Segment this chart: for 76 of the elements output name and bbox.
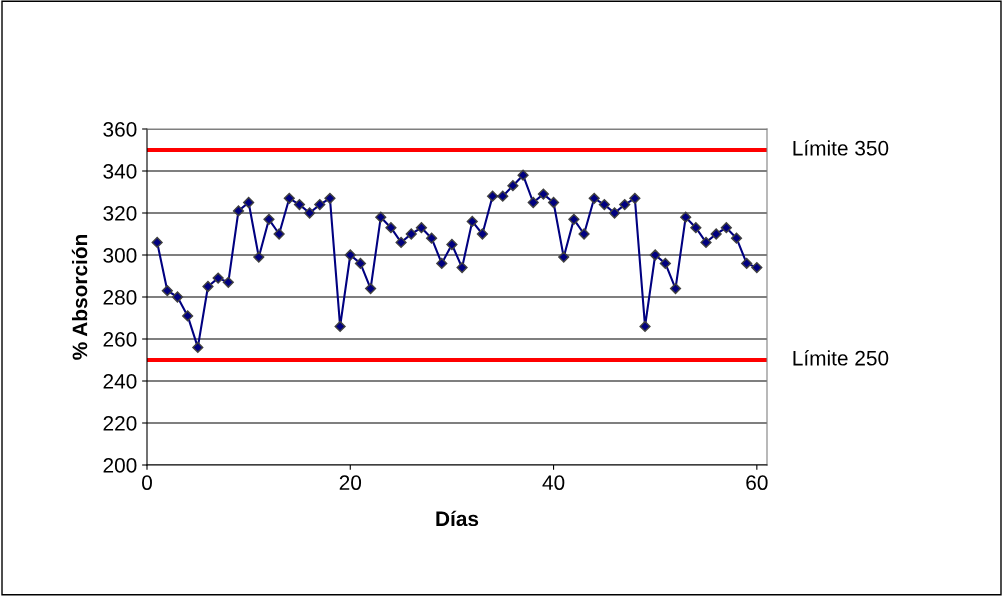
point (517, 169, 529, 181)
point (436, 257, 448, 270)
point (751, 261, 763, 274)
point (415, 222, 428, 234)
point (324, 192, 336, 204)
point (598, 198, 610, 211)
point (649, 249, 661, 261)
x-tick-label: 40 (542, 475, 565, 491)
point (537, 188, 549, 200)
y-tick-label: 280 (103, 290, 137, 305)
point (405, 228, 417, 240)
y-tick-label: 240 (103, 374, 137, 389)
point (558, 251, 570, 263)
point (222, 276, 234, 288)
point (263, 213, 275, 225)
y-tick-label: 320 (103, 206, 137, 221)
point (395, 236, 407, 249)
point (212, 272, 224, 284)
point (476, 228, 489, 240)
y-axis-title: % Absorción (71, 235, 88, 360)
point (232, 205, 245, 217)
point (293, 198, 306, 211)
y-tick-label: 260 (103, 332, 137, 347)
x-tick-label: 60 (746, 475, 768, 491)
point (629, 192, 641, 204)
point (669, 282, 682, 295)
y-tick-label: 340 (103, 164, 137, 179)
point (588, 192, 600, 204)
y-tick-label: 300 (103, 248, 137, 263)
point (527, 196, 539, 209)
point (375, 211, 387, 223)
point (507, 180, 519, 192)
point (314, 198, 326, 211)
point (466, 215, 478, 228)
point (547, 196, 560, 209)
point (720, 222, 732, 234)
point (273, 228, 285, 240)
point (243, 196, 255, 209)
point (171, 291, 184, 303)
point (659, 257, 671, 270)
point (639, 320, 651, 333)
point (344, 249, 356, 261)
y-tick-label: 360 (103, 122, 137, 137)
point (334, 320, 346, 333)
point (741, 257, 753, 270)
point (202, 280, 214, 293)
point (151, 236, 163, 249)
point (690, 222, 702, 234)
point (192, 341, 204, 354)
point (619, 198, 631, 211)
point (253, 251, 265, 263)
point (608, 207, 621, 219)
point (730, 232, 743, 244)
point (456, 261, 468, 274)
point (497, 190, 509, 202)
point (425, 232, 438, 244)
point (700, 236, 712, 249)
point (385, 222, 397, 234)
y-tick-label: 220 (103, 416, 137, 431)
ref-line-label: Límite 250 (793, 350, 889, 366)
point (446, 238, 458, 251)
ref-line-label: Límite 350 (793, 140, 889, 156)
point (710, 228, 722, 240)
point (354, 257, 367, 270)
point (304, 207, 316, 219)
point (182, 310, 194, 322)
x-axis-title: Días (436, 510, 479, 527)
y-tick-label: 200 (103, 458, 137, 473)
point (365, 282, 377, 295)
point (680, 211, 692, 223)
point (486, 190, 499, 202)
point (283, 192, 295, 204)
x-tick-label: 0 (142, 475, 152, 491)
point (568, 213, 580, 225)
x-tick-label: 20 (339, 475, 362, 491)
point (161, 285, 173, 297)
